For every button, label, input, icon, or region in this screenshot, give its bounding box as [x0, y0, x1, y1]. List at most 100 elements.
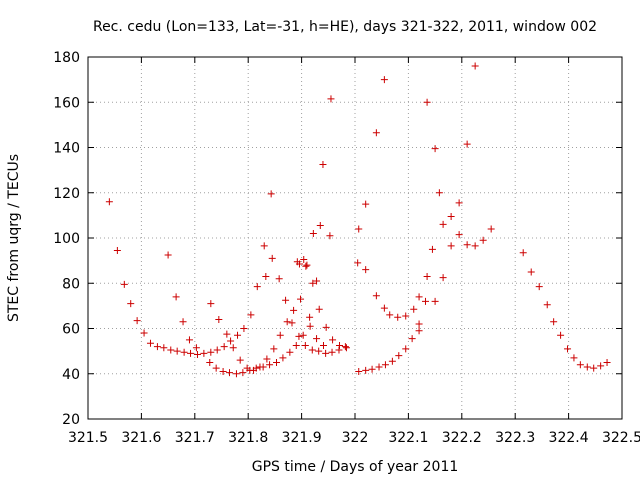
data-point — [455, 231, 463, 239]
data-point — [286, 348, 294, 356]
data-point — [380, 304, 388, 312]
data-point — [232, 370, 240, 378]
data-point — [153, 343, 161, 351]
data-point — [415, 293, 423, 301]
y-tick-label: 100 — [53, 231, 80, 247]
x-tick-label: 322.1 — [388, 430, 428, 446]
data-point — [394, 313, 402, 321]
grid-lines — [88, 57, 622, 419]
data-point — [372, 292, 380, 300]
data-point — [336, 341, 344, 349]
data-point — [435, 189, 443, 197]
data-point — [309, 229, 317, 237]
y-tick-label: 140 — [53, 141, 80, 157]
data-point — [267, 190, 275, 198]
data-point — [415, 327, 423, 335]
data-point — [256, 363, 264, 371]
data-point — [207, 300, 215, 308]
data-point — [380, 76, 388, 84]
data-point — [260, 242, 268, 250]
data-point — [423, 98, 431, 106]
data-point — [355, 367, 363, 375]
data-point — [583, 363, 591, 371]
data-point — [576, 361, 584, 369]
data-point — [120, 280, 128, 288]
data-point — [290, 306, 298, 314]
x-tick-label: 322 — [342, 430, 369, 446]
data-point — [187, 349, 195, 357]
data-point — [301, 341, 309, 349]
data-point — [243, 364, 251, 372]
data-point — [423, 272, 431, 280]
data-point — [342, 344, 350, 352]
data-point — [543, 301, 551, 309]
data-point — [288, 319, 296, 327]
data-point — [247, 311, 255, 319]
x-tick-label: 321.7 — [175, 430, 215, 446]
data-point — [439, 220, 447, 228]
chart-title: Rec. cedu (Lon=133, Lat=-31, h=HE), days… — [93, 19, 597, 35]
data-point — [226, 369, 234, 377]
data-point — [207, 348, 215, 356]
data-point — [240, 325, 248, 332]
data-point — [479, 236, 487, 244]
data-point — [439, 274, 447, 282]
data-point — [455, 199, 463, 207]
data-point — [273, 358, 281, 366]
data-point — [215, 315, 223, 323]
data-point — [262, 272, 270, 280]
data-point — [164, 251, 172, 259]
data-point — [113, 246, 121, 254]
data-point — [300, 255, 308, 263]
data-point — [263, 355, 271, 363]
data-point — [327, 95, 335, 103]
data-point — [428, 245, 436, 253]
data-point — [329, 336, 337, 344]
data-point — [322, 323, 330, 331]
data-points — [105, 62, 611, 378]
data-point — [597, 362, 605, 370]
data-point — [179, 318, 187, 326]
data-point — [381, 361, 389, 369]
data-point — [127, 300, 135, 308]
data-point — [250, 366, 258, 374]
y-tick-label: 80 — [62, 276, 80, 292]
data-point — [133, 317, 141, 325]
data-point — [408, 335, 416, 343]
data-point — [313, 277, 321, 285]
data-point — [308, 346, 316, 354]
x-tick-label: 321.9 — [282, 430, 322, 446]
data-point — [362, 200, 370, 208]
x-tick-label: 321.5 — [68, 430, 108, 446]
data-point — [315, 305, 323, 313]
data-point — [355, 225, 363, 233]
data-point — [306, 313, 314, 321]
data-point — [313, 335, 321, 343]
data-point — [603, 358, 611, 366]
data-point — [223, 330, 231, 338]
x-tick-label: 322.4 — [549, 430, 589, 446]
data-point — [415, 320, 423, 328]
data-point — [447, 213, 455, 221]
data-point — [213, 346, 221, 354]
data-point — [402, 312, 410, 320]
data-point — [219, 367, 227, 375]
data-point — [283, 318, 291, 326]
data-point — [303, 261, 311, 269]
data-point — [471, 242, 479, 250]
data-point — [276, 331, 284, 339]
data-point — [173, 347, 181, 355]
data-point — [410, 305, 418, 313]
data-point — [206, 358, 214, 366]
data-point — [431, 145, 439, 153]
data-point — [590, 364, 598, 372]
data-point — [471, 62, 479, 70]
data-point — [386, 311, 394, 319]
data-point — [322, 349, 330, 357]
data-point — [487, 225, 495, 233]
data-point — [295, 332, 303, 340]
data-point — [105, 198, 113, 206]
x-axis-label: GPS time / Days of year 2011 — [252, 459, 459, 475]
